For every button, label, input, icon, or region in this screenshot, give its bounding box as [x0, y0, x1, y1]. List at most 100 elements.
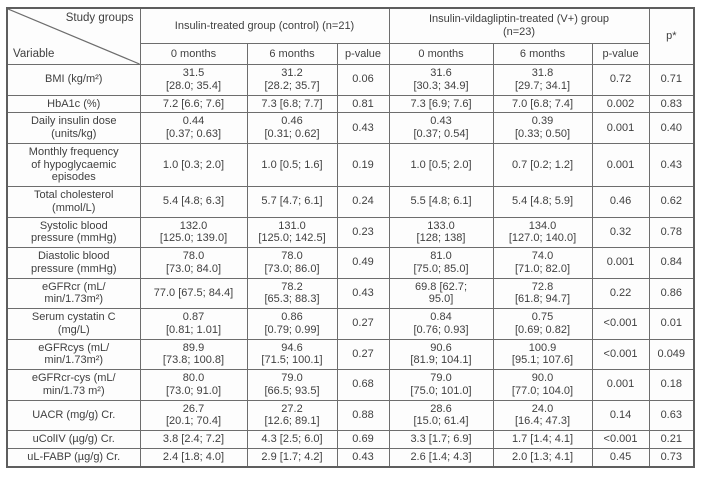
subheader-control-p-value: p-value	[336, 43, 390, 65]
value-cell: 133.0 [128; 138]	[388, 216, 494, 248]
value-cell: 0.75 [0.69; 0.82]	[492, 308, 593, 340]
value-cell: 100.9 [95.1; 107.6]	[492, 338, 593, 370]
value-cell: 69.8 [62.7; 95.0]	[388, 277, 494, 309]
value-cell: <0.001	[591, 430, 650, 449]
value-cell: 5.4 [4.8; 6.3]	[139, 186, 248, 218]
value-cell: 0.62	[648, 186, 695, 218]
value-cell: 74.0 [71.0; 82.0]	[492, 247, 593, 279]
value-cell: 0.40	[648, 112, 695, 144]
value-cell: 0.78	[648, 216, 695, 248]
table-row: uL-FABP (µg/g) Cr. 2.4 [1.8; 4.0] 2.9 [1.7…	[6, 447, 695, 468]
variable-cell: eGFRcr-cys (mL/ min/1.73 m²)	[6, 369, 141, 401]
value-cell: 89.9 [73.8; 100.8]	[139, 338, 248, 370]
value-cell: 0.84	[648, 247, 695, 279]
value-cell: 31.6 [30.3; 34.9]	[388, 64, 494, 96]
value-cell: 0.83	[648, 94, 695, 114]
value-cell: 0.43	[336, 112, 390, 144]
value-cell: 0.86	[648, 277, 695, 309]
value-cell: 0.39 [0.33; 0.50]	[492, 112, 593, 144]
group-header-row: Study groups Variable Insulin-treated gr…	[6, 7, 695, 65]
value-cell: 0.002	[591, 94, 650, 114]
page: Study groups Variable Insulin-treated gr…	[6, 7, 696, 468]
variable-cell: Daily insulin dose (units/kg)	[6, 112, 141, 144]
value-cell: 7.3 [6.9; 7.6]	[388, 94, 494, 114]
table-body: BMI (kg/m²) 31.5 [28.0; 35.4] 31.2 [28.2; …	[6, 64, 695, 468]
value-cell: 0.43	[648, 142, 695, 188]
value-cell: 4.3 [2.5; 6.0]	[246, 430, 338, 449]
subheader-control-0-months: 0 months	[139, 43, 248, 65]
value-cell: 0.44 [0.37; 0.63]	[139, 112, 248, 144]
value-cell: 2.9 [1.7; 4.2]	[246, 447, 338, 468]
table-header: Study groups Variable Insulin-treated gr…	[6, 7, 695, 65]
value-cell: 0.86 [0.79; 0.99]	[246, 308, 338, 340]
value-cell: 1.0 [0.3; 2.0]	[139, 142, 248, 188]
value-cell: 131.0 [125.0; 142.5]	[246, 216, 338, 248]
value-cell: 1.7 [1.4; 4.1]	[492, 430, 593, 449]
table-row: BMI (kg/m²) 31.5 [28.0; 35.4] 31.2 [28.2; …	[6, 64, 695, 96]
value-cell: 0.23	[336, 216, 390, 248]
variable-cell: UACR (mg/g) Cr.	[6, 399, 141, 431]
value-cell: 5.5 [4.8; 6.1]	[388, 186, 494, 218]
value-cell: 90.6 [81.9; 104.1]	[388, 338, 494, 370]
value-cell: 2.6 [1.4; 4.3]	[388, 447, 494, 468]
value-cell: 0.88	[336, 399, 390, 431]
value-cell: 0.001	[591, 369, 650, 401]
variable-cell: eGFRcr (mL/ min/1.73m²)	[6, 277, 141, 309]
value-cell: 0.21	[648, 430, 695, 449]
corner-label-variable: Variable	[13, 47, 55, 60]
table-row: Daily insulin dose (units/kg) 0.44 [0.37;…	[6, 112, 695, 144]
value-cell: 0.19	[336, 142, 390, 188]
variable-cell: uL-FABP (µg/g) Cr.	[6, 447, 141, 468]
value-cell: 0.27	[336, 308, 390, 340]
value-cell: 0.24	[336, 186, 390, 218]
value-cell: 0.84 [0.76; 0.93]	[388, 308, 494, 340]
value-cell: 31.8 [29.7; 34.1]	[492, 64, 593, 96]
value-cell: 5.7 [4.7; 6.1]	[246, 186, 338, 218]
table-row: Monthly frequency of hypoglycaemic episo…	[6, 142, 695, 188]
value-cell: 0.001	[591, 112, 650, 144]
value-cell: 31.5 [28.0; 35.4]	[139, 64, 248, 96]
table-row: Total cholesterol (mmol/L) 5.4 [4.8; 6.3]…	[6, 186, 695, 218]
value-cell: 0.18	[648, 369, 695, 401]
value-cell: 79.0 [66.5; 93.5]	[246, 369, 338, 401]
variable-cell: uColIV (µg/g) Cr.	[6, 430, 141, 449]
table-row: eGFRcr-cys (mL/ min/1.73 m²) 80.0 [73.0; …	[6, 369, 695, 401]
value-cell: 28.6 [15.0; 61.4]	[388, 399, 494, 431]
value-cell: 0.46 [0.31; 0.62]	[246, 112, 338, 144]
diagonal-divider	[8, 9, 140, 64]
value-cell: 7.2 [6.6; 7.6]	[139, 94, 248, 114]
value-cell: 79.0 [75.0; 101.0]	[388, 369, 494, 401]
group-header-vildagliptin: Insulin-vildagliptin-treated (V+) group …	[388, 7, 650, 45]
value-cell: 81.0 [75.0; 85.0]	[388, 247, 494, 279]
value-cell: 2.0 [1.3; 4.1]	[492, 447, 593, 468]
variable-cell: Diastolic blood pressure (mmHg)	[6, 247, 141, 279]
group-header-control: Insulin-treated group (control) (n=21)	[139, 7, 390, 45]
value-cell: 24.0 [16.4; 47.3]	[492, 399, 593, 431]
value-cell: 0.001	[591, 247, 650, 279]
variable-cell: BMI (kg/m²)	[6, 64, 141, 96]
subheader-vplus-6-months: 6 months	[492, 43, 593, 65]
value-cell: 0.7 [0.2; 1.2]	[492, 142, 593, 188]
value-cell: 1.0 [0.5; 2.0]	[388, 142, 494, 188]
corner-cell: Study groups Variable	[6, 7, 141, 65]
table-row: uColIV (µg/g) Cr. 3.8 [2.4; 7.2] 4.3 [2.5;…	[6, 430, 695, 449]
value-cell: 0.43	[336, 447, 390, 468]
table-row: eGFRcr (mL/ min/1.73m²) 77.0 [67.5; 84.4]…	[6, 277, 695, 309]
variable-cell: Systolic blood pressure (mmHg)	[6, 216, 141, 248]
table-row: UACR (mg/g) Cr. 26.7 [20.1; 70.4] 27.2 [12…	[6, 399, 695, 431]
value-cell: 0.06	[336, 64, 390, 96]
value-cell: 5.4 [4.8; 5.9]	[492, 186, 593, 218]
value-cell: 78.0 [73.0; 86.0]	[246, 247, 338, 279]
study-results-table: Study groups Variable Insulin-treated gr…	[6, 7, 696, 468]
value-cell: 0.87 [0.81; 1.01]	[139, 308, 248, 340]
variable-cell: eGFRcys (mL/ min/1.73m²)	[6, 338, 141, 370]
subheader-vplus-p-value: p-value	[591, 43, 650, 65]
value-cell: 0.32	[591, 216, 650, 248]
value-cell: 134.0 [127.0; 140.0]	[492, 216, 593, 248]
value-cell: 0.43	[336, 277, 390, 309]
subheader-vplus-0-months: 0 months	[388, 43, 494, 65]
table-row: Systolic blood pressure (mmHg) 132.0 [125…	[6, 216, 695, 248]
value-cell: 27.2 [12.6; 89.1]	[246, 399, 338, 431]
value-cell: 0.45	[591, 447, 650, 468]
value-cell: 0.14	[591, 399, 650, 431]
